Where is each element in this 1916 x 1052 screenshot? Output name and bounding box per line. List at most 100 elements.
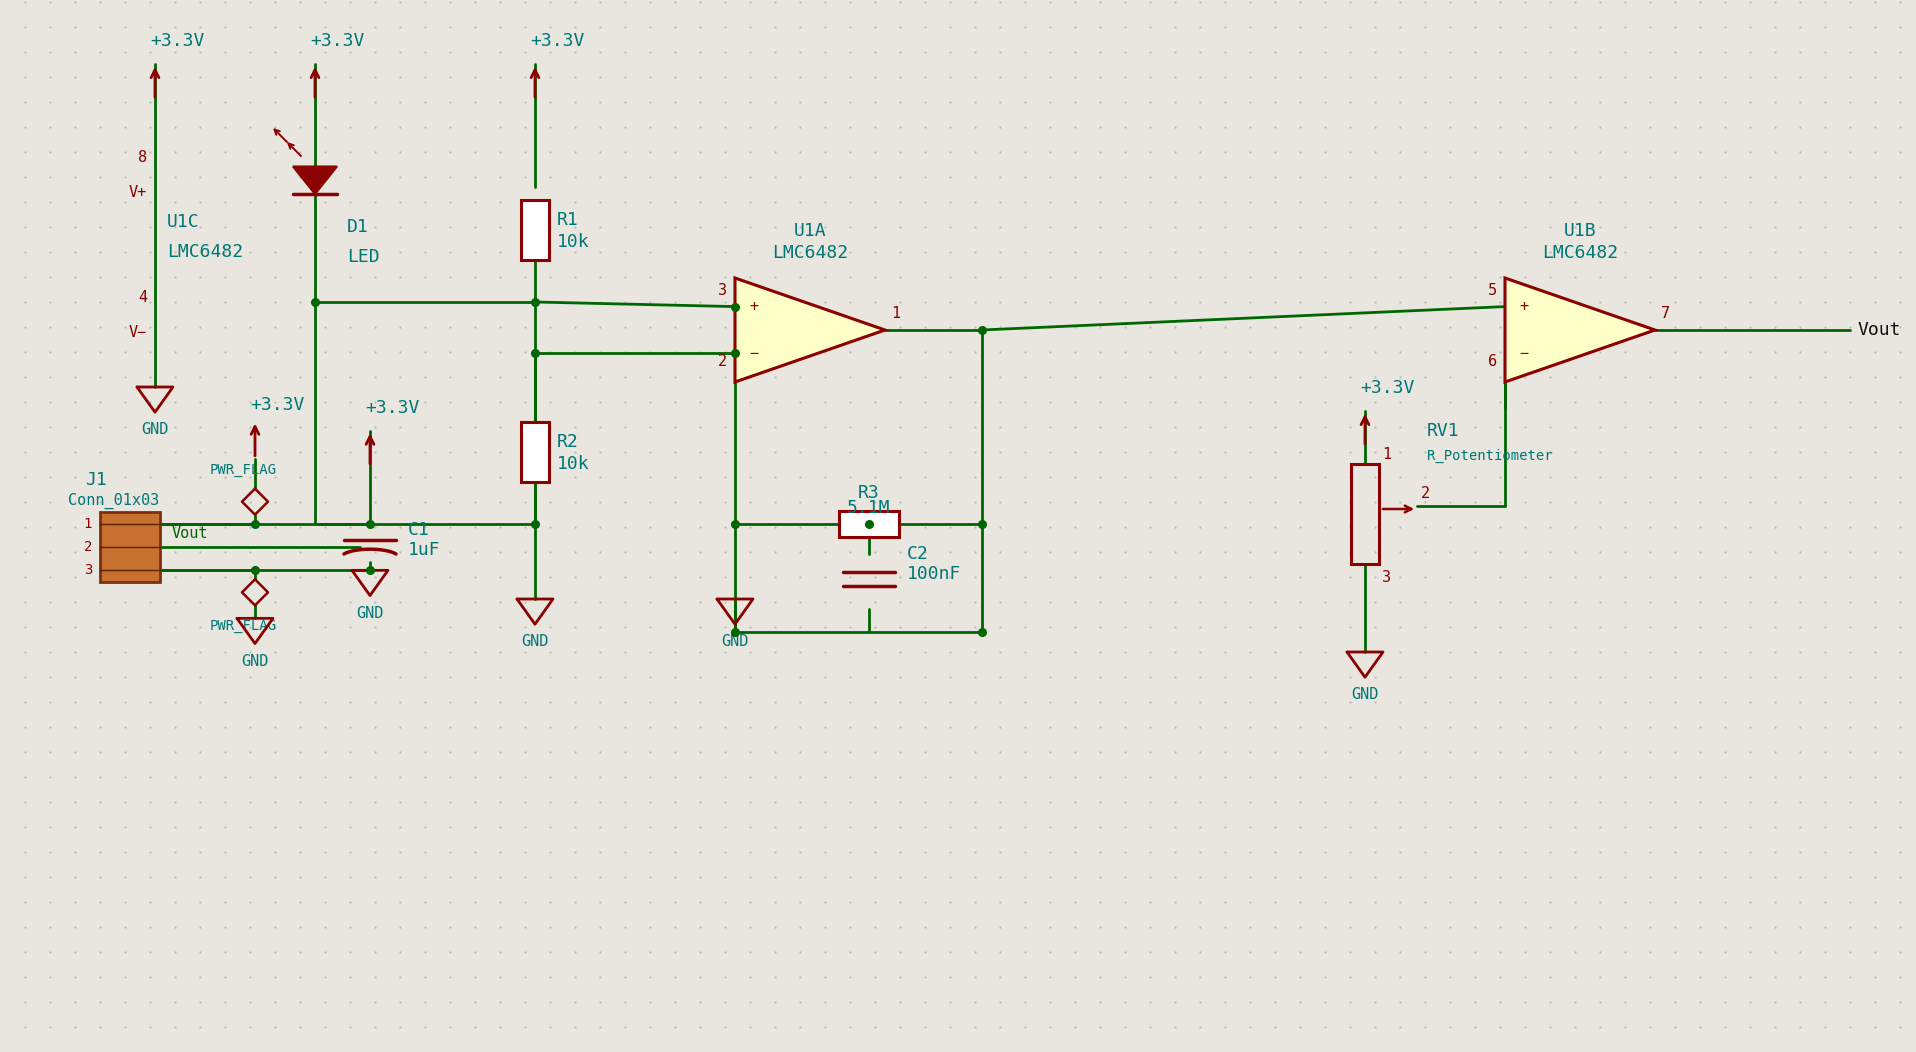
Text: 2: 2 (1422, 486, 1429, 501)
Point (1360, 993, 1391, 1010)
Point (109, 844, 140, 861)
Point (535, 644, 565, 661)
Point (1684, 194, 1715, 210)
Point (1885, 493, 1916, 510)
Point (1784, 219, 1814, 236)
Point (1385, 719, 1416, 735)
Point (1510, 944, 1540, 960)
Point (985, 893, 1015, 910)
Point (385, 444, 416, 461)
Point (285, 1018, 316, 1035)
Point (184, 893, 215, 910)
Point (1885, 1018, 1916, 1035)
Point (584, 493, 615, 510)
Point (1284, 969, 1314, 986)
Point (885, 119, 916, 136)
Point (10, 769, 40, 786)
Point (559, 344, 590, 361)
Point (1184, 368, 1215, 385)
Point (1159, 993, 1190, 1010)
Point (1560, 519, 1590, 535)
Text: 3: 3 (1381, 570, 1391, 585)
Point (134, 344, 165, 361)
Point (1734, 344, 1765, 361)
Point (1585, 344, 1615, 361)
Point (1410, 244, 1441, 261)
Point (360, 1018, 391, 1035)
Point (360, 944, 391, 960)
Point (985, 68, 1015, 85)
Point (1510, 619, 1540, 635)
Point (1035, 693, 1065, 710)
Point (1134, 168, 1165, 185)
Point (1084, 68, 1115, 85)
Point (1560, 194, 1590, 210)
Point (410, 869, 441, 886)
Point (684, 519, 715, 535)
Point (786, 568, 816, 585)
Point (1159, 19, 1190, 36)
Point (1259, 493, 1289, 510)
Point (1460, 918, 1491, 935)
Point (1335, 319, 1366, 336)
Text: GND: GND (142, 422, 169, 438)
Point (860, 719, 891, 735)
Point (709, 719, 740, 735)
Point (1060, 19, 1090, 36)
Point (1560, 619, 1590, 635)
Point (1010, 0, 1040, 11)
Point (584, 769, 615, 786)
Point (1134, 918, 1165, 935)
Point (1284, 719, 1314, 735)
Point (1209, 94, 1240, 110)
Point (1259, 993, 1289, 1010)
Point (84, 519, 115, 535)
Point (1209, 344, 1240, 361)
Point (1709, 94, 1740, 110)
Point (1335, 844, 1366, 861)
Point (835, 19, 866, 36)
Point (684, 119, 715, 136)
Point (1010, 493, 1040, 510)
Point (1485, 268, 1516, 285)
Point (1311, 493, 1341, 510)
Point (1885, 268, 1916, 285)
Point (535, 568, 565, 585)
Point (759, 969, 789, 986)
Point (1385, 619, 1416, 635)
Point (34, 519, 65, 535)
Point (1109, 793, 1140, 810)
Point (659, 419, 690, 436)
Point (759, 168, 789, 185)
Point (584, 393, 615, 410)
Text: −: − (1519, 346, 1529, 361)
Point (1585, 119, 1615, 136)
Point (734, 869, 764, 886)
Point (159, 568, 190, 585)
Point (84, 168, 115, 185)
Point (234, 119, 264, 136)
Point (759, 244, 789, 261)
Point (1634, 669, 1665, 686)
Point (634, 94, 665, 110)
Point (1659, 744, 1690, 761)
Point (885, 344, 916, 361)
Point (1184, 719, 1215, 735)
Point (10, 844, 40, 861)
Point (1311, 1018, 1341, 1035)
Point (1535, 219, 1565, 236)
Point (559, 493, 590, 510)
Point (510, 393, 540, 410)
Point (960, 944, 991, 960)
Point (1734, 493, 1765, 510)
Point (10, 419, 40, 436)
Point (584, 419, 615, 436)
Point (960, 619, 991, 635)
Point (209, 693, 240, 710)
Point (1084, 119, 1115, 136)
Point (960, 444, 991, 461)
Point (1759, 194, 1790, 210)
Point (1585, 294, 1615, 310)
Point (1734, 43, 1765, 60)
Point (10, 993, 40, 1010)
